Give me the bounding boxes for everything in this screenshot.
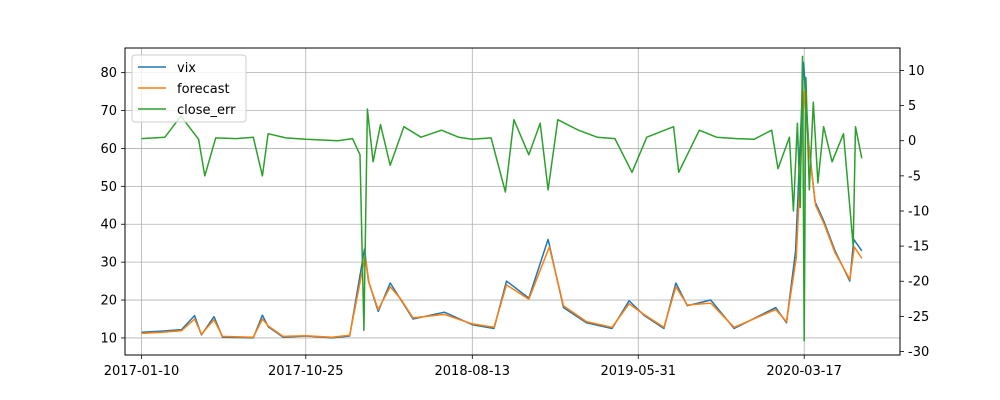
y-right-tick-label: -5 <box>908 169 921 184</box>
y-left-tick-label: 80 <box>100 66 117 81</box>
y-right-tick-label: 0 <box>908 134 916 149</box>
y-right-tick-label: 5 <box>908 99 916 114</box>
y-left-tick-label: 20 <box>100 294 117 309</box>
series-line-forecast <box>141 90 863 338</box>
legend-label-close-err: close_err <box>177 103 236 118</box>
y-right-tick-label: -30 <box>908 345 929 360</box>
axes: 2017-01-10 2017-10-25 2018-08-13 2019-05-31… <box>100 64 929 379</box>
y-left-tick-label: 60 <box>100 142 117 157</box>
y-right-tick-label: -25 <box>908 310 929 325</box>
y-left-tick-label: 50 <box>100 180 117 195</box>
y-right-tick-label: 10 <box>908 64 925 79</box>
x-tick-label: 2019-05-31 <box>600 364 676 379</box>
series-line-vix <box>141 61 863 339</box>
x-tick-label: 2017-10-25 <box>268 364 344 379</box>
series-line-close-err <box>141 55 863 342</box>
x-tick-label: 2020-03-17 <box>766 364 842 379</box>
x-tick-label: 2018-08-13 <box>435 364 511 379</box>
y-left-tick-label: 70 <box>100 104 117 119</box>
y-right-tick-label: -15 <box>908 240 929 255</box>
legend: vix forecast close_err <box>131 54 247 123</box>
y-right-tick-label: -10 <box>908 204 929 219</box>
legend-label-vix: vix <box>177 61 196 76</box>
x-tick-label: 2017-01-10 <box>104 364 180 379</box>
grid <box>125 48 900 355</box>
y-left-tick-label: 30 <box>100 256 117 271</box>
plot-series <box>141 55 863 342</box>
legend-box <box>131 54 247 123</box>
y-left-tick-label: 40 <box>100 218 117 233</box>
y-left-tick-label: 10 <box>100 331 117 346</box>
y-right-tick-label: -20 <box>908 275 929 290</box>
legend-label-forecast: forecast <box>177 82 230 97</box>
plot-frame <box>124 47 901 356</box>
